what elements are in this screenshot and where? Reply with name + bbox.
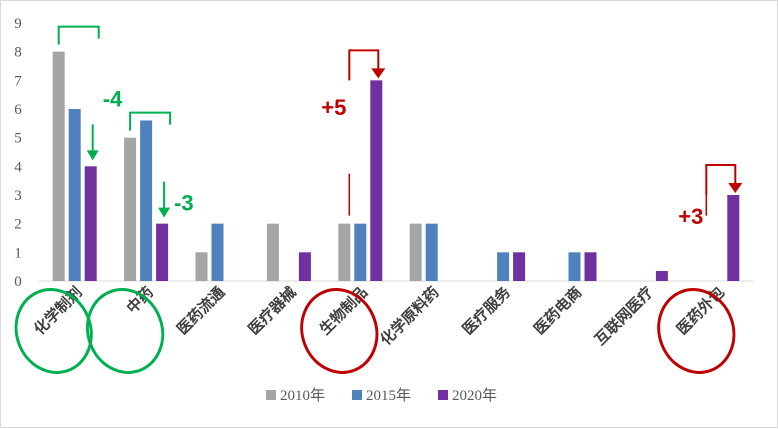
arrow-head [86,150,99,161]
arrow-head [158,207,171,218]
change-label: -3 [174,191,194,216]
change-label: +3 [678,204,703,229]
change-label: -4 [103,86,123,111]
bar [370,80,383,281]
bar [568,252,581,281]
y-tick-label: 5 [14,131,22,147]
y-tick-label: 8 [14,45,22,61]
x-tick-label: 中药 [123,283,157,317]
change-annotation: +3 [678,164,743,229]
x-tick-label: 医疗器械 [245,283,300,338]
y-tick-label: 3 [14,188,22,204]
bar [140,120,153,281]
arrow-head [728,183,743,193]
bar [52,51,65,281]
change-annotation: -4 [57,25,123,161]
x-tick-label: 医药流通 [173,283,228,338]
highlight-ellipse [300,288,379,374]
legend-label: 2010年 [280,387,325,404]
legend-swatch [352,390,362,400]
change-annotation: -3 [129,111,194,218]
y-tick-label: 1 [14,245,22,261]
bracket [348,49,380,81]
bar [68,109,81,281]
change-label: +5 [321,95,346,120]
legend-swatch [438,390,448,400]
highlight-ellipse [85,288,165,374]
y-tick-label: 0 [14,274,22,290]
x-tick-label: 化学原料药 [377,283,443,349]
bar [425,223,438,281]
bar [298,252,311,281]
bar [84,166,97,281]
legend-swatch [266,390,276,400]
arrow-head [371,68,386,79]
bar [338,223,351,281]
y-tick-label: 6 [14,102,22,118]
y-tick-label: 4 [14,159,22,175]
change-annotation: +5 [321,49,386,216]
bar [195,252,208,281]
y-tick-label: 2 [14,217,22,233]
legend-label: 2020年 [452,387,497,404]
bar [156,223,169,281]
bar [655,270,668,281]
x-tick-label: 医疗服务 [459,282,515,338]
legend-label: 2015年 [366,387,411,404]
bar [211,223,224,281]
x-tick-label: 医药电商 [530,283,585,338]
bar [354,223,367,281]
bracket [129,111,172,131]
bar [409,223,422,281]
bar [124,137,137,281]
bar [266,223,279,281]
bar [727,195,740,281]
bar [497,252,510,281]
bracket [705,164,737,195]
x-tick-label: 互联网医疗 [591,283,657,349]
highlight-ellipse [657,288,736,374]
y-tick-label: 7 [14,73,22,89]
y-tick-label: 9 [14,16,22,32]
bar [584,252,597,281]
bar [513,252,526,281]
bracket [57,25,100,45]
